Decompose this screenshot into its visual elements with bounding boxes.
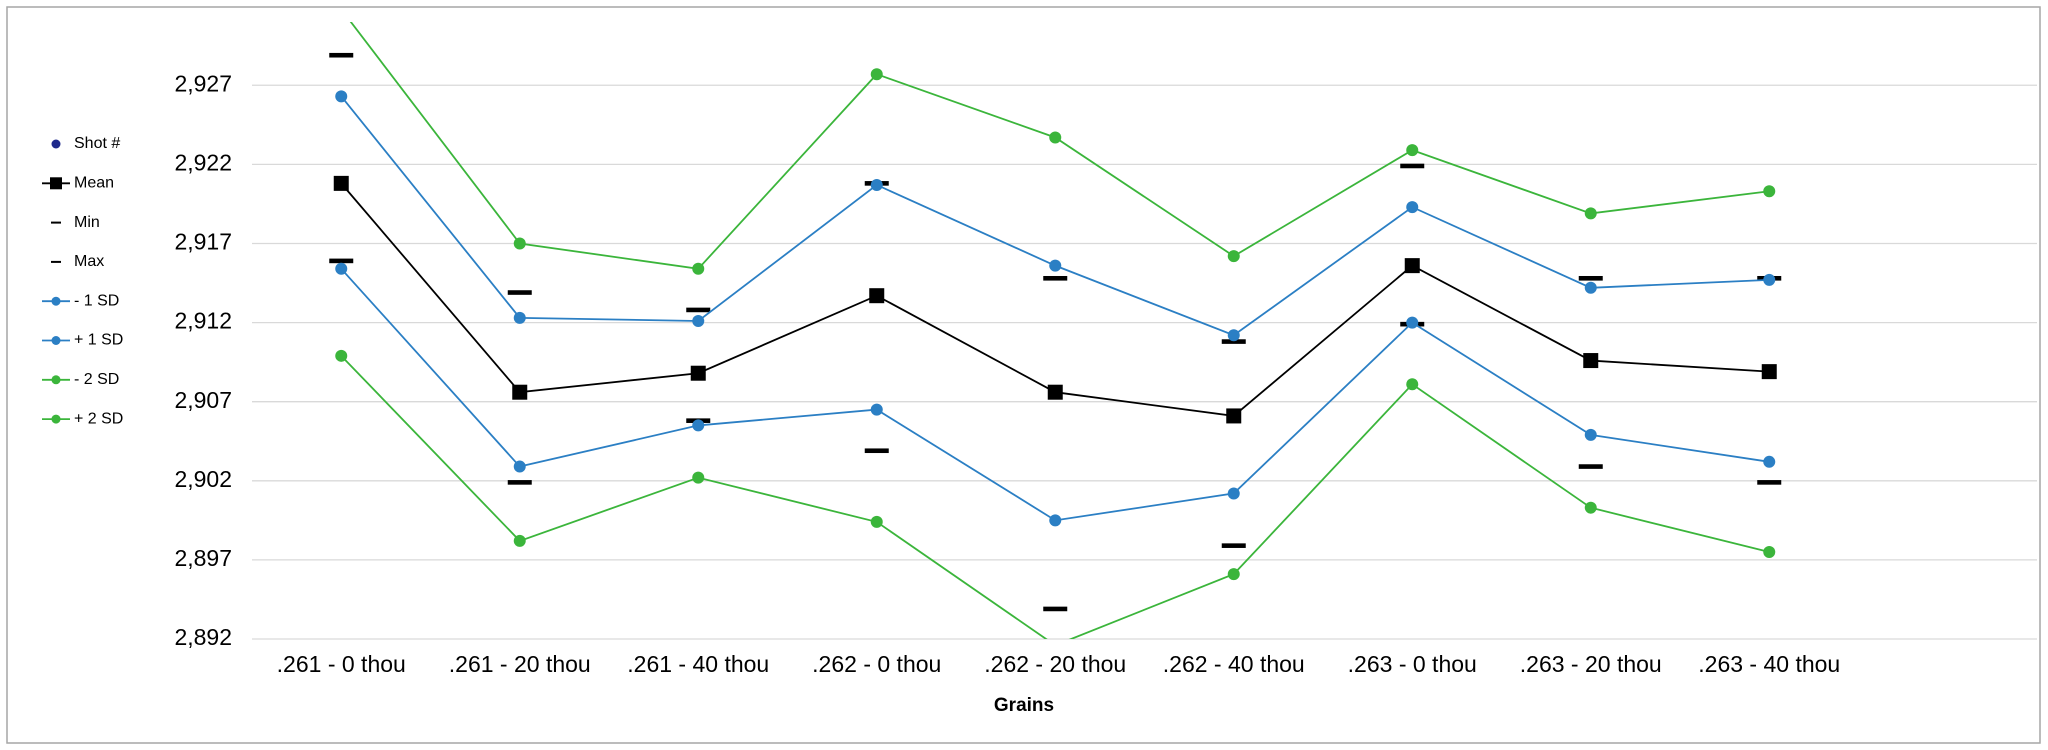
legend-label: - 1 SD <box>74 292 119 309</box>
marker <box>1763 185 1776 198</box>
marker <box>870 68 883 81</box>
marker <box>1406 144 1419 157</box>
legend-marker <box>51 375 61 385</box>
x-axis-label: Grains <box>994 695 1054 716</box>
marker <box>1049 514 1062 527</box>
y-tick-label: 2,922 <box>174 149 232 175</box>
marker <box>1047 384 1063 400</box>
marker <box>329 52 354 58</box>
x-tick-label: .262 - 40 thou <box>1163 651 1305 677</box>
y-tick-label: 2,912 <box>174 308 232 334</box>
marker <box>870 403 883 416</box>
marker <box>1578 464 1603 469</box>
legend-marker <box>51 260 61 263</box>
x-tick-label: .261 - 0 thou <box>277 651 406 677</box>
marker <box>1043 275 1068 281</box>
x-tick-label: .263 - 40 thou <box>1698 651 1840 677</box>
y-tick-label: 2,897 <box>174 545 232 571</box>
marker <box>1761 364 1777 380</box>
legend-marker <box>51 139 61 149</box>
legend-label: + 1 SD <box>74 332 123 349</box>
marker <box>692 315 705 328</box>
marker <box>1763 273 1776 286</box>
marker <box>1584 428 1597 441</box>
marker <box>869 288 885 304</box>
marker <box>1404 258 1420 274</box>
marker <box>513 460 526 473</box>
marker <box>1757 480 1782 485</box>
marker <box>690 365 706 381</box>
x-tick-label: .263 - 0 thou <box>1348 651 1477 677</box>
marker <box>870 178 883 191</box>
marker <box>335 90 348 103</box>
marker <box>1406 316 1419 329</box>
marker <box>507 480 532 485</box>
marker <box>1227 329 1240 342</box>
marker <box>1049 131 1062 144</box>
legend-label: Shot # <box>74 135 120 152</box>
marker <box>513 311 526 324</box>
marker <box>870 515 883 528</box>
y-tick-label: 2,902 <box>174 466 232 492</box>
marker <box>686 307 711 313</box>
marker <box>692 419 705 432</box>
marker <box>1583 353 1599 369</box>
marker <box>864 448 889 454</box>
marker <box>1049 259 1062 272</box>
marker <box>1226 408 1242 424</box>
marker <box>335 349 348 362</box>
legend-label: Max <box>74 253 104 270</box>
x-tick-label: .263 - 20 thou <box>1520 651 1662 677</box>
marker <box>1221 339 1246 344</box>
marker <box>1406 201 1419 214</box>
legend-label: - 2 SD <box>74 371 119 388</box>
legend-marker <box>51 414 61 424</box>
legend-marker <box>51 336 61 345</box>
x-tick-label: .262 - 0 thou <box>812 651 941 677</box>
marker <box>335 262 348 275</box>
y-tick-label: 2,927 <box>174 70 232 96</box>
marker <box>1227 568 1240 581</box>
marker <box>1584 207 1597 220</box>
legend-marker <box>51 221 61 224</box>
marker <box>512 384 528 400</box>
marker <box>513 237 526 250</box>
marker <box>333 175 349 191</box>
x-tick-label: .262 - 20 thou <box>984 651 1126 677</box>
series-line <box>340 355 1770 639</box>
marker <box>692 262 705 275</box>
x-tick-label: .261 - 20 thou <box>449 651 591 677</box>
marker <box>513 534 526 547</box>
y-tick-label: 2,917 <box>174 229 232 255</box>
marker <box>1763 545 1776 558</box>
marker <box>1584 501 1597 514</box>
marker <box>1406 378 1419 391</box>
marker <box>1227 250 1240 263</box>
marker <box>1400 163 1425 169</box>
marker <box>1227 487 1240 500</box>
legend-marker <box>51 296 61 306</box>
marker <box>507 290 532 295</box>
y-tick-label: 2,907 <box>174 387 232 413</box>
legend-marker <box>50 177 62 190</box>
marker <box>329 258 354 264</box>
marker <box>1584 281 1597 294</box>
plot-area <box>329 22 1782 639</box>
marker <box>692 471 705 484</box>
legend-label: Mean <box>74 175 114 192</box>
y-tick-label: 2,892 <box>174 624 232 650</box>
marker <box>1578 275 1603 281</box>
marker <box>1221 543 1246 548</box>
x-tick-label: .261 - 40 thou <box>627 651 769 677</box>
marker <box>1763 455 1776 468</box>
marker <box>1043 606 1068 612</box>
legend-label: Min <box>74 214 100 231</box>
legend-label: + 2 SD <box>74 410 123 427</box>
